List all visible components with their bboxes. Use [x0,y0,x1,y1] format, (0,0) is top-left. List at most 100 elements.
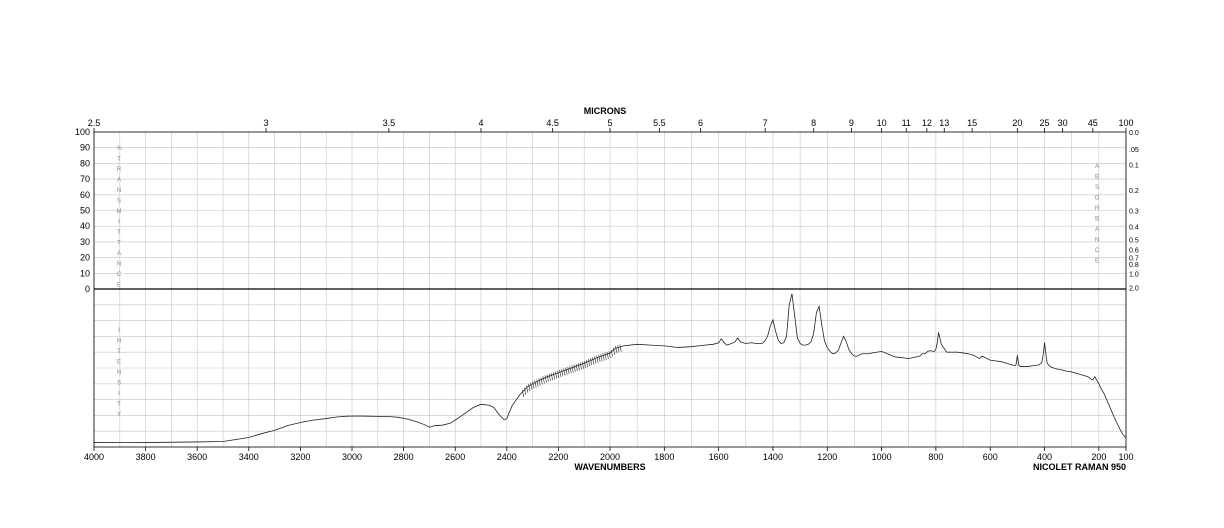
chart-axes [93,128,1127,451]
top-tick-label: 9 [849,118,854,128]
left-axis-label-char: I [118,220,120,226]
top-tick-label: 6 [698,118,703,128]
bottom-tick-label: 800 [928,452,943,462]
bottom-tick-label: 3400 [239,452,259,462]
instrument-label: NICOLET RAMAN 950 [1033,462,1126,472]
right-tick-label: 0.7 [1129,256,1139,263]
left-tick-label: 90 [80,143,90,153]
lower-panel-label-char: Y [117,412,121,418]
left-tick-label: 30 [80,237,90,247]
right-tick-label: 2.0 [1129,285,1139,292]
left-tick-label: 40 [80,221,90,231]
right-tick-label: 0.8 [1129,262,1139,269]
left-tick-label: 10 [80,268,90,278]
top-tick-label: 20 [1012,118,1022,128]
bottom-tick-label: 2000 [600,452,620,462]
lower-panel-label-char: T [117,349,121,355]
top-tick-label: 3.5 [383,118,396,128]
left-axis-label-char: A [117,178,121,184]
top-tick-label: 5 [607,118,612,128]
left-tick-label: 0 [85,284,90,294]
left-axis-label-char: N [117,188,121,194]
right-axis-label-char: S [1095,185,1099,191]
bottom-tick-label: 1800 [654,452,674,462]
top-tick-label: 100 [1118,118,1133,128]
left-tick-label: 80 [80,158,90,168]
top-tick-label: 4 [478,118,483,128]
top-tick-label: 2.5 [88,118,101,128]
left-axis-label-char: T [117,230,121,236]
left-tick-label: 20 [80,253,90,263]
right-axis-label-char: B [1095,175,1099,181]
bottom-tick-label: 200 [1091,452,1106,462]
right-axis-label-char: A [1095,227,1099,233]
right-axis-label-char: E [1095,259,1099,265]
bottom-tick-label: 1400 [763,452,783,462]
right-axis-label-char: R [1095,206,1100,212]
bottom-tick-label: 1000 [872,452,892,462]
left-axis-label-char: C [117,272,122,278]
top-tick-label: 12 [922,118,932,128]
right-axis-label-char: O [1095,196,1100,202]
left-tick-label: 70 [80,174,90,184]
right-tick-label: 0.1 [1129,162,1139,169]
bottom-tick-label: 3000 [342,452,362,462]
bottom-tick-label: 3600 [187,452,207,462]
right-axis-label-char: A [1095,164,1099,170]
bottom-tick-label: 1200 [817,452,837,462]
right-tick-label: 1.0 [1129,271,1139,278]
lower-panel-label-char: N [117,370,121,376]
left-axis-label-char: A [117,251,121,257]
bottom-tick-label: 400 [1037,452,1052,462]
top-tick-label: 25 [1040,118,1050,128]
top-tick-label: 10 [877,118,887,128]
right-tick-label: 0.3 [1129,208,1139,215]
left-axis-label-char: M [117,209,122,215]
right-tick-label: 0.5 [1129,237,1139,244]
bottom-tick-label: 3200 [290,452,310,462]
top-tick-label: 45 [1088,118,1098,128]
spectrum-noise [521,344,622,398]
right-axis-label-char: N [1095,238,1099,244]
top-tick-label: 30 [1058,118,1068,128]
left-axis-label-char: N [117,262,121,268]
right-tick-label: .05 [1129,147,1139,154]
bottom-tick-label: 2800 [394,452,414,462]
left-tick-label: 100 [75,127,90,137]
left-axis-label-char: R [117,167,122,173]
top-tick-label: 15 [967,118,977,128]
right-tick-label: 0.0 [1129,130,1139,137]
bottom-tick-label: 2400 [497,452,517,462]
left-axis-label-char: S [117,199,121,205]
lower-panel-label-char: E [117,360,121,366]
lower-panel-label-char: I [118,328,120,334]
top-axis-label: MICRONS [584,106,627,116]
bottom-tick-label: 4000 [84,452,104,462]
top-tick-label: 3 [263,118,268,128]
chart-labels: 4000 3800 3600 3400 3200 3000 2800 2600 2400 2200… [75,106,1139,472]
left-axis-label-char: T [117,157,121,163]
right-tick-label: 0.4 [1129,224,1139,231]
left-axis-label-char: % [116,146,122,152]
top-tick-label: 11 [902,118,911,128]
left-axis-label-char: T [117,241,121,247]
right-tick-label: 0.2 [1129,188,1139,195]
bottom-axis-label: WAVENUMBERS [574,462,645,472]
bottom-tick-label: 2200 [548,452,568,462]
right-tick-label: 0.6 [1129,248,1139,255]
left-axis-label-char: E [117,283,121,289]
raman-spectrum-line [93,293,1127,443]
lower-panel-label-char: S [117,381,121,387]
bottom-tick-label: 3800 [136,452,156,462]
right-axis-label-char: B [1095,217,1099,223]
top-tick-label: 13 [939,118,949,128]
bottom-tick-label: 2600 [445,452,465,462]
bottom-tick-label: 100 [1118,452,1133,462]
top-tick-label: 4.5 [546,118,559,128]
lower-panel-label-char: I [118,391,120,397]
lower-panel-label-char: T [117,402,121,408]
top-tick-label: 8 [811,118,816,128]
lower-panel-label-char: N [117,339,121,345]
left-tick-label: 50 [80,206,90,216]
